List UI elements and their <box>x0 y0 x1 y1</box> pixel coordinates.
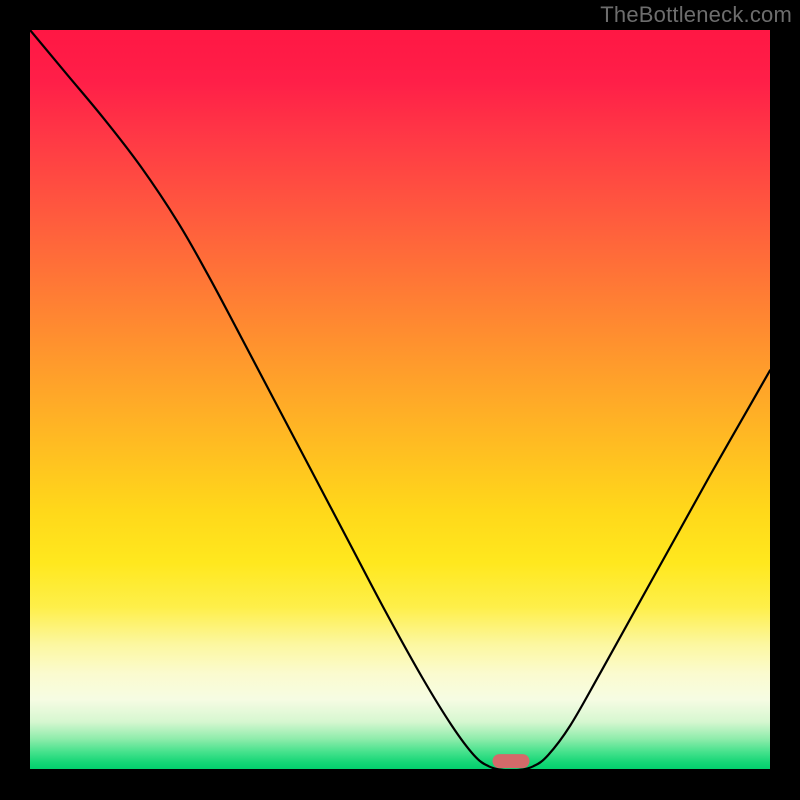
chart-svg <box>0 0 800 800</box>
optimal-marker <box>493 754 530 768</box>
watermark-text: TheBottleneck.com <box>600 2 792 28</box>
bottleneck-chart: TheBottleneck.com <box>0 0 800 800</box>
heatmap-gradient <box>30 30 770 770</box>
